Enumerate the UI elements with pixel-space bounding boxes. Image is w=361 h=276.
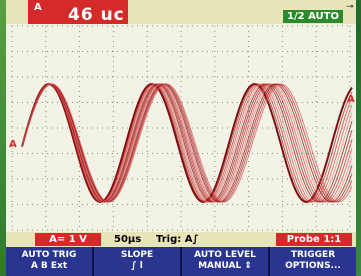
timebase: 50µs: [114, 234, 141, 245]
softkey-option: OPTIONS...: [270, 261, 356, 272]
waveform: [22, 84, 352, 202]
scope-display: A 46 uc 1/2 AUTO ⊸ A A A= 1 V 50µs Trig:…: [0, 0, 361, 276]
left-marker: A: [9, 139, 17, 150]
power-icon: ⊸: [346, 2, 354, 12]
probe: Probe 1:1: [276, 233, 352, 246]
softkey-label: AUTO TRIG: [6, 250, 92, 261]
right-marker: A: [347, 94, 355, 105]
softkey-option: MANUAL ⇕: [182, 261, 268, 272]
softkey-label: TRIGGER: [270, 250, 356, 261]
softkey-label: SLOPE: [94, 250, 180, 261]
waveform-area: A A: [6, 24, 356, 232]
reading: 46 uc: [68, 5, 125, 25]
channel-label: A: [34, 2, 42, 13]
softkey[interactable]: SLOPE∫ l: [94, 247, 180, 276]
softkey-label: AUTO LEVEL: [182, 250, 268, 261]
trigger: Trig: A∫: [156, 234, 199, 245]
scale: A= 1 V: [35, 233, 101, 246]
status-bar: A= 1 V 50µs Trig: A∫ Probe 1:1: [6, 232, 356, 247]
softkey-option: ∫ l: [94, 261, 180, 272]
mode-indicator: 1/2 AUTO: [283, 10, 343, 23]
softkey-option: A B Ext: [6, 261, 92, 272]
